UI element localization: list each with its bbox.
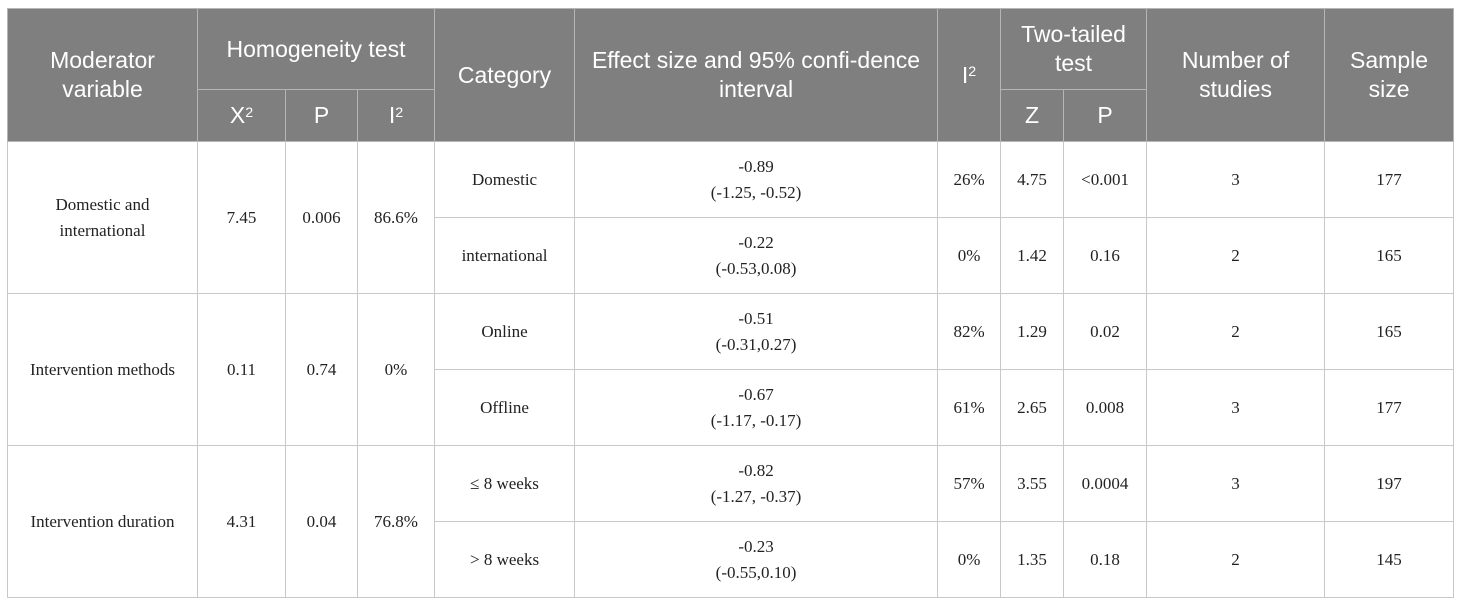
- header-homogeneity-test: Homogeneity test: [196, 8, 436, 90]
- header-two-tailed-test: Two-tailed test: [1000, 8, 1148, 90]
- table-row: Domestic and international 7.45 0.006 86…: [7, 141, 1455, 294]
- effect-cell: -0.82 (-1.27, -0.37): [574, 445, 939, 522]
- header-i2: I2: [937, 8, 1002, 142]
- z-cell: 1.29: [1000, 293, 1065, 370]
- row-i2-cell: 61%: [937, 369, 1002, 446]
- row-p-cell: 0.0004: [1063, 445, 1148, 522]
- header-two-tailed-p: P: [1063, 89, 1148, 142]
- sample-cell: 177: [1324, 369, 1455, 446]
- category-cell: ≤ 8 weeks: [434, 445, 576, 522]
- z-cell: 4.75: [1000, 141, 1065, 218]
- header-number-of-studies: Number of studies: [1146, 8, 1326, 142]
- i2-cell: 86.6%: [356, 141, 436, 294]
- row-i2-cell: 82%: [937, 293, 1002, 370]
- z-cell: 1.35: [1000, 521, 1065, 598]
- studies-cell: 2: [1146, 217, 1326, 294]
- studies-cell: 3: [1146, 369, 1326, 446]
- header-moderator-variable: Moderator variable: [7, 8, 198, 142]
- row-i2-cell: 0%: [937, 521, 1002, 598]
- row-i2-cell: 57%: [937, 445, 1002, 522]
- header-category: Category: [434, 8, 576, 142]
- category-cell: Online: [434, 293, 576, 370]
- category-cell: Offline: [434, 369, 576, 446]
- x2-cell: 0.11: [197, 293, 286, 446]
- studies-cell: 2: [1146, 293, 1326, 370]
- header-x2: X2: [197, 89, 286, 142]
- table-row: > 8 weeks -0.23 (-0.55,0.10) 0% 1.35 0.18…: [8, 521, 1455, 598]
- category-cell: > 8 weeks: [434, 521, 576, 598]
- row-p-cell: <0.001: [1063, 141, 1148, 218]
- x2-cell: 7.45: [197, 141, 286, 294]
- category-cell: Domestic: [434, 141, 576, 218]
- z-cell: 3.55: [1000, 445, 1065, 522]
- effect-cell: -0.67 (-1.17, -0.17): [574, 369, 939, 446]
- z-cell: 1.42: [1000, 217, 1065, 294]
- row-i2-cell: 26%: [937, 141, 1002, 218]
- moderator-cell: Intervention duration: [7, 445, 198, 598]
- header-sample-size: Sample size: [1324, 8, 1455, 142]
- row-p-cell: 0.16: [1063, 217, 1148, 294]
- x2-cell: 4.31: [197, 445, 286, 598]
- moderator-cell: Domestic and international: [7, 141, 198, 294]
- table-row: international -0.22 (-0.53,0.08) 0% 1.42 …: [8, 217, 1455, 294]
- header-homogeneity-i2: I2: [356, 89, 436, 142]
- studies-cell: 3: [1146, 141, 1326, 218]
- studies-cell: 3: [1146, 445, 1326, 522]
- sample-cell: 177: [1324, 141, 1455, 218]
- row-p-cell: 0.02: [1063, 293, 1148, 370]
- sample-cell: 197: [1324, 445, 1455, 522]
- row-p-cell: 0.008: [1063, 369, 1148, 446]
- effect-cell: -0.23 (-0.55,0.10): [574, 521, 939, 598]
- p-cell: 0.006: [285, 141, 358, 294]
- p-cell: 0.74: [285, 293, 358, 446]
- effect-cell: -0.22 (-0.53,0.08): [574, 217, 939, 294]
- sample-cell: 145: [1324, 521, 1455, 598]
- i2-cell: 0%: [356, 293, 436, 446]
- p-cell: 0.04: [285, 445, 358, 598]
- moderator-analysis-table: Moderator variable Homogeneity test Cate…: [7, 8, 1455, 598]
- category-cell: international: [434, 217, 576, 294]
- studies-cell: 2: [1146, 521, 1326, 598]
- sample-cell: 165: [1324, 217, 1455, 294]
- table-row: Intervention duration 4.31 0.04 76.8% ≤ …: [7, 445, 1455, 598]
- table-row: Intervention methods 0.11 0.74 0% Online…: [7, 293, 1455, 446]
- table-row: Offline -0.67 (-1.17, -0.17) 61% 2.65 0.0…: [8, 369, 1455, 446]
- effect-cell: -0.51 (-0.31,0.27): [574, 293, 939, 370]
- header-z: Z: [1000, 89, 1065, 142]
- sample-cell: 165: [1324, 293, 1455, 370]
- row-i2-cell: 0%: [937, 217, 1002, 294]
- header-homogeneity-p: P: [285, 89, 358, 142]
- moderator-cell: Intervention methods: [7, 293, 198, 446]
- header-effect-size: Effect size and 95% confi-dence interval: [574, 8, 939, 142]
- z-cell: 2.65: [1000, 369, 1065, 446]
- row-p-cell: 0.18: [1063, 521, 1148, 598]
- i2-cell: 76.8%: [356, 445, 436, 598]
- effect-cell: -0.89 (-1.25, -0.52): [574, 141, 939, 218]
